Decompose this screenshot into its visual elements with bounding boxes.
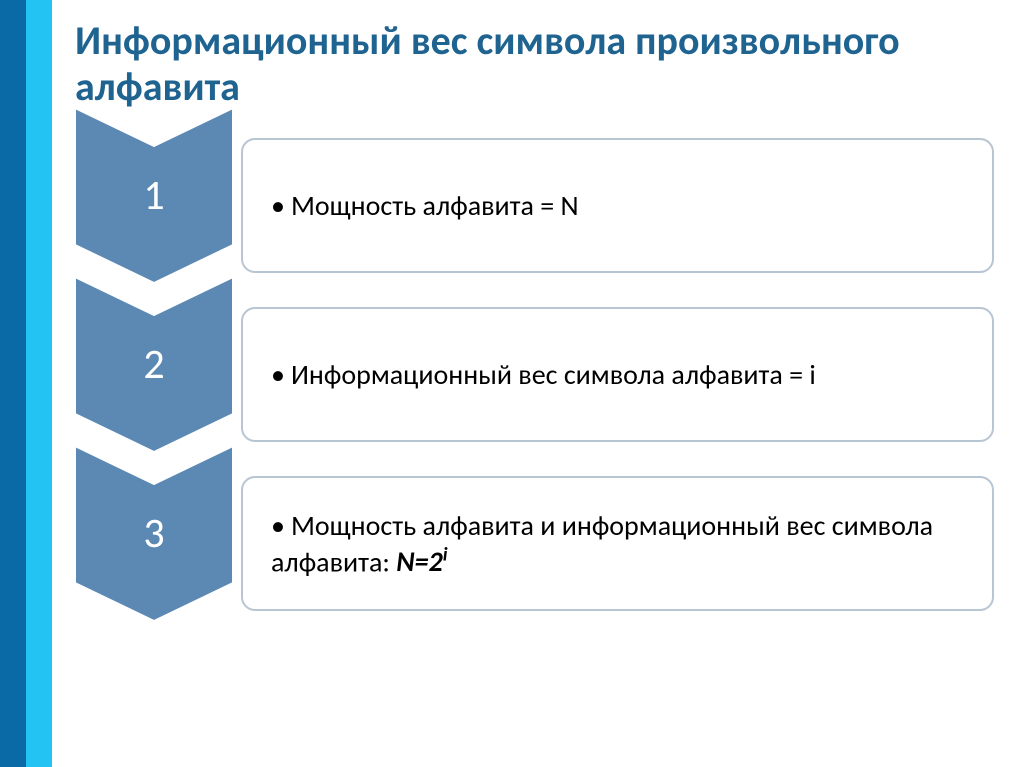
step-box: •Мощность алфавита и информационный вес … [241, 476, 994, 611]
chevron-wrap: 1 [75, 138, 233, 273]
step-row: 3 •Мощность алфавита и информационный ве… [75, 476, 994, 611]
left-accent-stripe [0, 0, 52, 767]
step-text-content: Информационный вес символа алфавита = i [291, 357, 816, 392]
chevron-icon: 3 [75, 446, 233, 621]
step-row: 1 •Мощность алфавита = N [75, 138, 994, 273]
step-row: 2 •Информационный вес символа алфавита =… [75, 307, 994, 442]
slide-content: Информационный вес символа произвольного… [75, 18, 994, 611]
step-text-content: Мощность алфавита = N [291, 188, 579, 223]
chevron-icon: 2 [75, 277, 233, 452]
step-box: •Мощность алфавита = N [241, 138, 994, 273]
stripe-light [26, 0, 52, 767]
step-text: •Информационный вес символа алфавита = i [271, 357, 816, 392]
slide-title: Информационный вес символа произвольного… [75, 18, 994, 110]
step-text: •Мощность алфавита и информационный вес … [271, 508, 968, 579]
step-number: 3 [75, 508, 233, 559]
chevron-wrap: 3 [75, 476, 233, 611]
step-number: 2 [75, 339, 233, 390]
step-box: •Информационный вес символа алфавита = i [241, 307, 994, 442]
step-text: •Мощность алфавита = N [271, 188, 579, 223]
chevron-wrap: 2 [75, 307, 233, 442]
step-number: 1 [75, 170, 233, 221]
steps-list: 1 •Мощность алфавита = N 2 •Информационн… [75, 138, 994, 611]
chevron-icon: 1 [75, 108, 233, 283]
stripe-dark [0, 0, 26, 767]
step-text-content: Мощность алфавита и информационный вес с… [271, 508, 933, 579]
